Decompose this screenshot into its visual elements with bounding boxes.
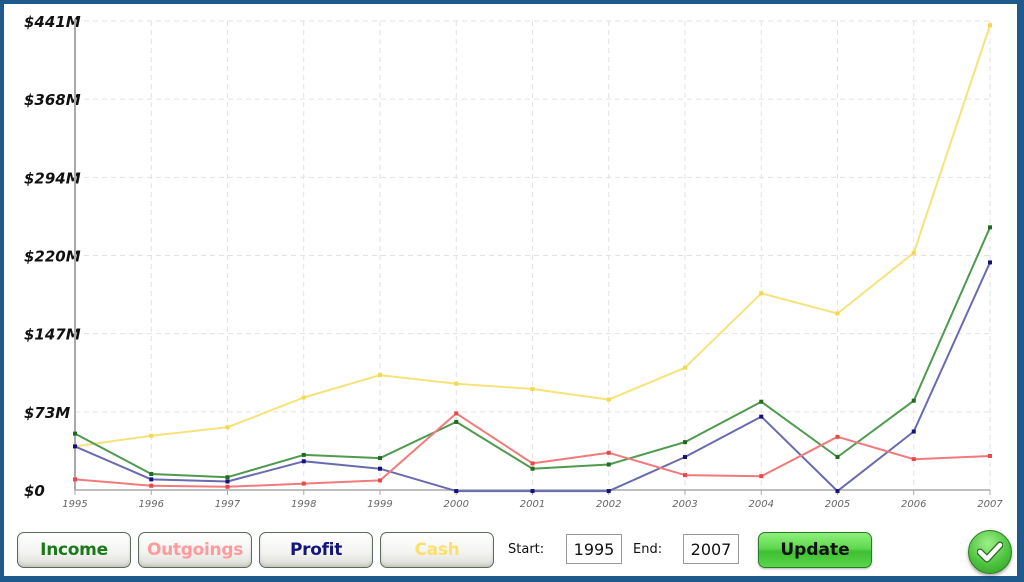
x-tick-label: 1998 [291, 499, 316, 510]
start-year-input[interactable] [566, 534, 622, 564]
data-point [759, 399, 764, 404]
update-button[interactable]: Update [758, 532, 872, 568]
data-point [683, 440, 687, 445]
x-tick-label: 2002 [596, 499, 621, 510]
outgoings-label: Outgoings [146, 540, 244, 560]
cash-toggle-button[interactable]: Cash [380, 532, 494, 568]
data-point [835, 489, 840, 494]
profit-toggle-button[interactable]: Profit [259, 532, 373, 568]
data-point [606, 462, 611, 467]
x-tick-label: 2005 [825, 499, 850, 510]
x-tick-label: 1995 [62, 499, 87, 510]
end-label: End: [633, 542, 663, 557]
data-point [301, 452, 306, 457]
data-point [683, 473, 687, 478]
data-point [378, 456, 382, 461]
y-tick-label: $73M [24, 404, 70, 422]
data-point [530, 466, 535, 471]
x-tick-label: 2006 [901, 499, 926, 510]
data-point [606, 489, 611, 494]
x-tick-label: 2001 [520, 499, 545, 510]
data-point [988, 453, 992, 458]
data-point [225, 484, 230, 489]
data-point [683, 455, 687, 460]
data-point [683, 365, 687, 370]
y-tick-label: $441M [24, 13, 81, 31]
data-point [225, 479, 230, 484]
line-chart: $0 $73M $147M $220M $294M $368M $441M 1995 1996 1… [24, 13, 1003, 510]
data-point [606, 450, 611, 455]
update-label: Update [780, 540, 850, 560]
y-tick-label: $220M [24, 248, 81, 266]
y-tick-label: $294M [24, 169, 81, 187]
income-label: Income [40, 540, 108, 560]
data-point [530, 461, 535, 466]
data-point [530, 489, 535, 494]
y-tick-label: $368M [24, 91, 81, 109]
x-tick-label: 1997 [215, 499, 241, 510]
data-point [378, 466, 382, 471]
data-point [301, 459, 306, 464]
data-point [454, 411, 459, 416]
income-toggle-button[interactable]: Income [17, 532, 131, 568]
start-label: Start: [508, 542, 545, 557]
y-tick-label: $147M [24, 326, 81, 344]
x-tick-label: 2000 [444, 499, 469, 510]
data-point [454, 419, 459, 424]
profit-label: Profit [289, 540, 343, 560]
controls-bar: Income Outgoings Profit Cash Start: End:… [4, 528, 1017, 574]
x-tick-label: 1999 [367, 499, 392, 510]
data-point [759, 414, 764, 419]
data-point [149, 477, 154, 482]
data-point [378, 478, 382, 483]
checkmark-icon [977, 541, 1003, 563]
cash-label: Cash [414, 540, 460, 560]
app-window: $0 $73M $147M $220M $294M $368M $441M 1995 1996 1… [4, 4, 1017, 576]
data-point [454, 381, 459, 386]
data-point [911, 250, 916, 255]
data-point [454, 489, 459, 494]
data-point [73, 431, 77, 436]
data-point [225, 425, 230, 430]
end-year-input[interactable] [683, 534, 739, 564]
data-point [911, 429, 916, 434]
data-point [73, 477, 77, 482]
x-tick-label: 2003 [672, 499, 697, 510]
data-point [73, 444, 77, 449]
data-point [301, 481, 306, 486]
data-point [149, 433, 154, 438]
data-point [911, 398, 916, 403]
data-point [759, 291, 764, 296]
data-point [988, 260, 992, 265]
data-point [988, 225, 992, 230]
x-tick-label: 2004 [749, 499, 774, 510]
data-point [606, 397, 611, 402]
data-point [759, 474, 764, 479]
data-point [530, 386, 535, 391]
x-tick-label: 1996 [139, 499, 164, 510]
data-point [225, 475, 230, 480]
x-tick-label: 2007 [977, 499, 1003, 510]
y-tick-label: $0 [24, 482, 45, 500]
data-point [911, 457, 916, 462]
data-point [835, 455, 840, 460]
data-point [149, 483, 154, 488]
data-point [835, 311, 840, 316]
ok-button[interactable] [968, 530, 1012, 574]
data-point [301, 395, 306, 400]
data-point [149, 472, 154, 477]
outgoings-toggle-button[interactable]: Outgoings [138, 532, 252, 568]
data-point [378, 373, 382, 378]
data-point [835, 434, 840, 439]
data-point [988, 23, 992, 28]
